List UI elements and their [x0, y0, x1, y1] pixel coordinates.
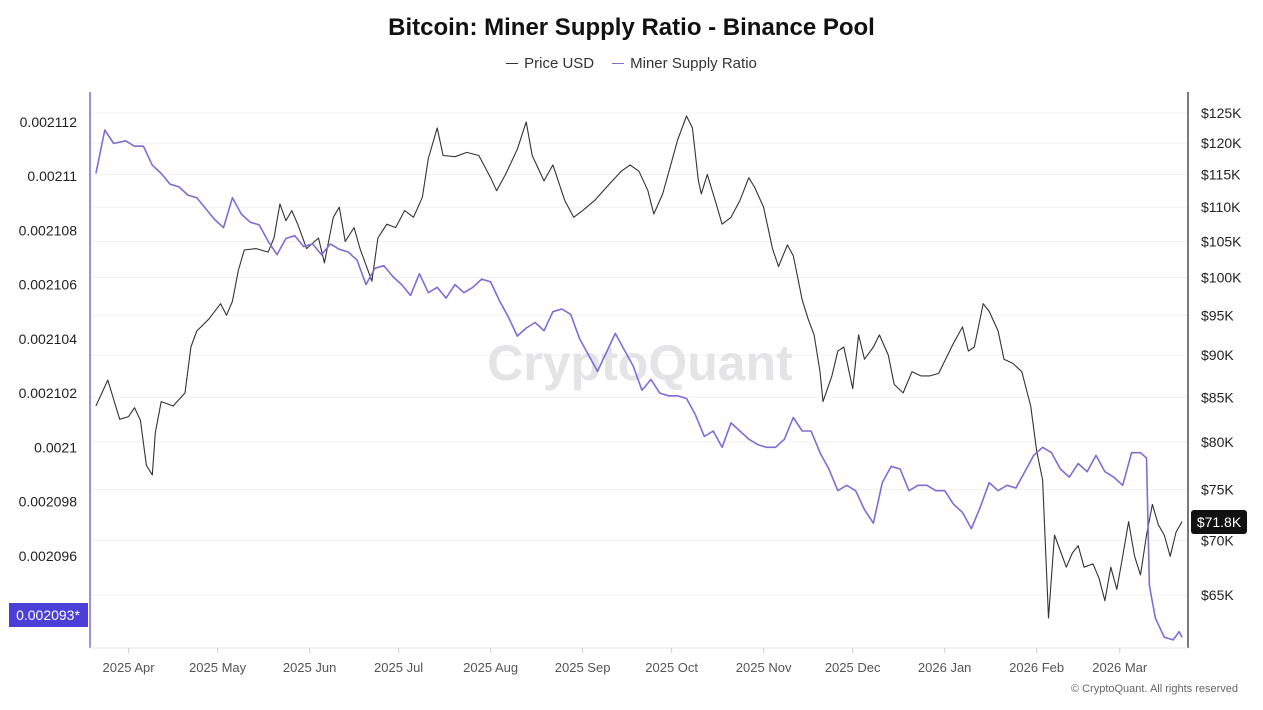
left-tick-label: 0.002108 — [19, 222, 78, 238]
right-tick-label: $85K — [1201, 389, 1234, 405]
x-axis-ticks: 2025 Apr 2025 May 2025 Jun 2025 Jul 2025 Aug… — [103, 648, 1148, 675]
legend-swatch-ratio — [612, 63, 625, 64]
x-tick-label: 2026 Feb — [1009, 660, 1064, 675]
chart-series — [95, 115, 1183, 641]
x-tick-label: 2025 Apr — [103, 660, 156, 675]
right-tick-label: $70K — [1201, 532, 1234, 548]
right-tick-label: $65K — [1201, 587, 1234, 603]
miner-supply-ratio-line — [95, 129, 1183, 641]
value-badges: 0.002093* $71.8K — [9, 510, 1247, 627]
x-tick-label: 2025 Dec — [825, 660, 881, 675]
legend-label-price: Price USD — [524, 55, 595, 72]
right-tick-label: $110K — [1201, 199, 1241, 215]
right-tick-label: $115K — [1201, 166, 1241, 182]
left-tick-label: 0.002098 — [19, 494, 78, 510]
x-tick-label: 2025 Jul — [374, 660, 423, 675]
chart-legend: Price USD Miner Supply Ratio — [0, 55, 1263, 72]
x-tick-label: 2025 Oct — [645, 660, 698, 675]
x-tick-label: 2025 Aug — [463, 660, 518, 675]
x-tick-label: 2025 Sep — [555, 660, 611, 675]
current-ratio-badge: 0.002093* — [16, 607, 80, 623]
price-usd-line — [95, 115, 1183, 619]
chart-axes — [89, 92, 1189, 649]
right-tick-label: $105K — [1201, 234, 1242, 250]
legend-item-ratio[interactable]: Miner Supply Ratio — [612, 55, 757, 72]
left-tick-label: 0.002096 — [19, 548, 78, 564]
right-tick-label: $120K — [1201, 135, 1242, 151]
left-tick-label: 0.0021 — [34, 439, 77, 455]
right-tick-label: $100K — [1201, 269, 1242, 285]
current-price-badge-bg — [1191, 510, 1247, 534]
chart-title: Bitcoin: Miner Supply Ratio - Binance Po… — [388, 14, 875, 41]
legend-swatch-price — [506, 63, 519, 64]
current-price-badge: $71.8K — [1197, 514, 1242, 530]
legend-item-price[interactable]: Price USD — [506, 55, 594, 72]
x-tick-label: 2025 May — [189, 660, 247, 675]
right-tick-label: $90K — [1201, 347, 1234, 363]
x-tick-label: 2026 Jan — [918, 660, 972, 675]
right-tick-label: $95K — [1201, 307, 1234, 323]
left-tick-label: 0.002102 — [19, 385, 78, 401]
right-tick-label: $75K — [1201, 482, 1234, 498]
x-tick-label: 2025 Jun — [283, 660, 337, 675]
copyright-footer: © CryptoQuant. All rights reserved — [1070, 683, 1238, 695]
right-axis-ticks: $125K $120K $115K $110K $105K $100K $95K $90K $8… — [1201, 105, 1242, 603]
x-tick-label: 2025 Nov — [736, 660, 792, 675]
current-ratio-badge-bg — [9, 603, 88, 627]
left-axis-ticks: 0.002112 0.00211 0.002108 0.002106 0.002104 0… — [19, 114, 78, 618]
left-tick-label: 0.002106 — [19, 277, 78, 293]
left-tick-label: 0.00211 — [27, 168, 77, 184]
left-tick-label: 0.002112 — [20, 114, 78, 130]
x-tick-label: 2026 Mar — [1092, 660, 1148, 675]
legend-label-ratio: Miner Supply Ratio — [630, 55, 757, 72]
right-tick-label: $80K — [1201, 434, 1234, 450]
watermark: CryptoQuant — [487, 335, 793, 391]
left-tick-label: 0.002104 — [19, 331, 78, 347]
right-tick-label: $125K — [1201, 105, 1242, 121]
